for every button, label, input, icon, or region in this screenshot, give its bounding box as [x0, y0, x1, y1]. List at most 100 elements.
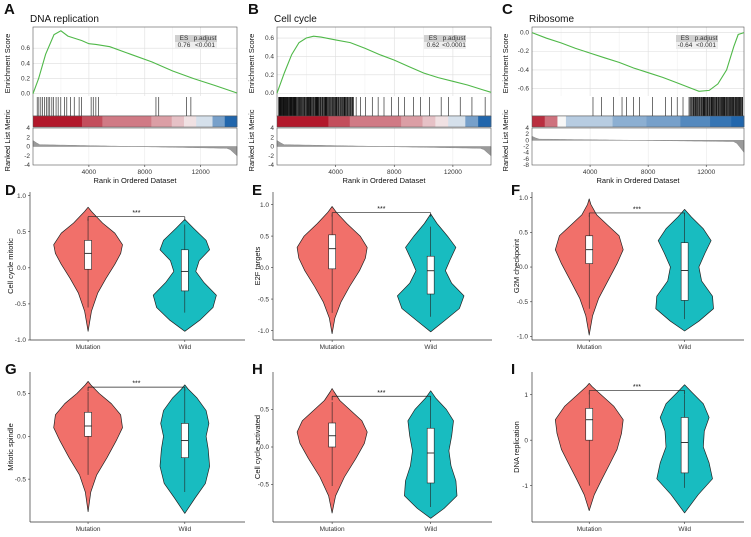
x-tick-label-wild: Wild	[178, 344, 191, 351]
heat-segment	[435, 116, 449, 127]
metric-ytick-label: 0	[26, 144, 30, 151]
es-ytick-label: 0.6	[21, 45, 30, 52]
stats-value-padjust: <0.001	[696, 42, 716, 49]
es-axis-title: Enrichment Score	[247, 34, 256, 94]
y-tick-label: 0.5	[260, 407, 269, 414]
heat-segment	[465, 116, 479, 127]
y-tick-label: 1.0	[260, 202, 269, 209]
stats-value-cell	[442, 42, 466, 49]
heat-segment	[81, 116, 103, 127]
heat-segment	[710, 116, 732, 127]
x-axis-title: Rank in Ordered Dataset	[597, 176, 681, 185]
heat-segment	[544, 116, 558, 127]
heat-segment	[212, 116, 226, 127]
panel-label: F	[511, 182, 520, 199]
stats-header-cell	[676, 35, 694, 42]
panel-label: H	[252, 361, 263, 378]
y-axis-title: G2M checkpoint	[512, 238, 521, 293]
es-ytick-label: -0.4	[518, 67, 530, 74]
x-tick-label-mutation: Mutation	[577, 344, 602, 351]
y-axis-title: E2F targets	[253, 246, 262, 285]
violin-panel-d: D 1.0 0.5 0.0 -0.5 -1.0 Cell cycle mitotic Muta…	[5, 182, 245, 351]
y-tick-label: 0.0	[17, 265, 26, 272]
x-tick-label-wild: Wild	[424, 526, 437, 533]
es-ytick-label: 0.0	[265, 90, 274, 97]
heat-segment	[646, 116, 681, 127]
metric-axis-title: Ranked List Metric	[501, 109, 510, 171]
y-tick-label: -1.0	[517, 334, 529, 341]
box-mutation	[84, 411, 92, 437]
y-axis-title: Cell cycle activated	[253, 415, 262, 479]
es-curve	[32, 30, 238, 94]
metric-ytick-label: -2	[268, 153, 274, 160]
x-tick-label-wild: Wild	[678, 344, 691, 351]
es-ytick-label: 0.0	[21, 91, 30, 98]
y-tick-label: -0.5	[258, 296, 270, 303]
y-tick-label: -1.0	[258, 328, 270, 335]
ranked-metric-area	[32, 140, 238, 157]
significance-label: ***	[633, 206, 641, 213]
x-tick-label-mutation: Mutation	[76, 526, 101, 533]
y-tick-label: 1.0	[519, 195, 528, 202]
box-wild	[426, 427, 435, 484]
metric-ytick-label: -6	[523, 156, 529, 163]
heat-segment	[328, 116, 351, 127]
x-tick-label-wild: Wild	[678, 526, 691, 533]
heat-segment	[183, 116, 197, 127]
heat-segment	[478, 116, 492, 127]
heat-segment	[565, 116, 613, 127]
x-tick-label: 4000	[328, 169, 343, 176]
metric-ytick-label: 4	[26, 125, 30, 132]
panel-label: B	[248, 1, 259, 18]
significance-label: ***	[633, 384, 641, 391]
x-tick-label: 12000	[192, 169, 210, 176]
y-tick-label: 0.0	[260, 265, 269, 272]
metric-ytick-label: 4	[270, 125, 274, 132]
y-tick-label: 0.0	[519, 264, 528, 271]
stats-value-cell	[175, 42, 193, 49]
violin-panel-i: I 1 0 -1 DNA replication Mutation Wild ***	[511, 361, 744, 533]
y-tick-label: -1.0	[15, 337, 27, 344]
stats-label-padjust: p.adjust	[695, 35, 718, 42]
y-tick-label: 0.5	[17, 391, 26, 398]
significance-label: ***	[132, 210, 140, 217]
metric-ytick-label: -2	[523, 144, 529, 151]
metric-frame	[531, 127, 745, 166]
heat-segment	[680, 116, 711, 127]
y-tick-label: -0.5	[15, 476, 27, 483]
stats-header-cell	[175, 35, 193, 42]
metric-ytick-label: -8	[523, 162, 529, 169]
heat-segment	[277, 116, 329, 127]
metric-axis-title: Ranked List Metric	[3, 109, 12, 171]
box-mutation	[328, 234, 336, 270]
y-tick-label: 0.5	[260, 233, 269, 240]
y-tick-label: 0.0	[17, 433, 26, 440]
x-tick-label-mutation: Mutation	[76, 344, 101, 351]
heat-segment	[532, 116, 546, 127]
heat-segment	[171, 116, 185, 127]
stats-value-padjust: <0.001	[195, 42, 215, 49]
heat-segment	[422, 116, 436, 127]
panel-title: Cell cycle	[274, 14, 317, 25]
y-tick-label: -1	[522, 483, 528, 490]
significance-label: ***	[132, 381, 140, 388]
es-curve	[531, 32, 745, 92]
violin-panel-h: H 0.5 0.0 -0.5 Cell cycle activated Mutation W…	[252, 361, 492, 533]
es-axis-title: Enrichment Score	[3, 34, 12, 94]
es-ytick-label: 0.2	[21, 76, 30, 83]
y-axis-title: Cell cycle mitotic	[6, 238, 15, 294]
metric-ytick-label: -2	[24, 153, 30, 160]
metric-ytick-label: 0	[525, 137, 529, 144]
metric-ytick-label: 2	[270, 134, 274, 141]
metric-frame	[32, 127, 238, 166]
x-tick-label: 4000	[82, 169, 97, 176]
es-ytick-label: -0.6	[518, 86, 530, 93]
box-mutation	[328, 422, 336, 448]
es-ytick-label: 0.0	[520, 30, 529, 37]
x-axis-title: Rank in Ordered Dataset	[343, 176, 427, 185]
es-ytick-label: 0.4	[265, 53, 274, 60]
x-tick-label-mutation: Mutation	[577, 526, 602, 533]
